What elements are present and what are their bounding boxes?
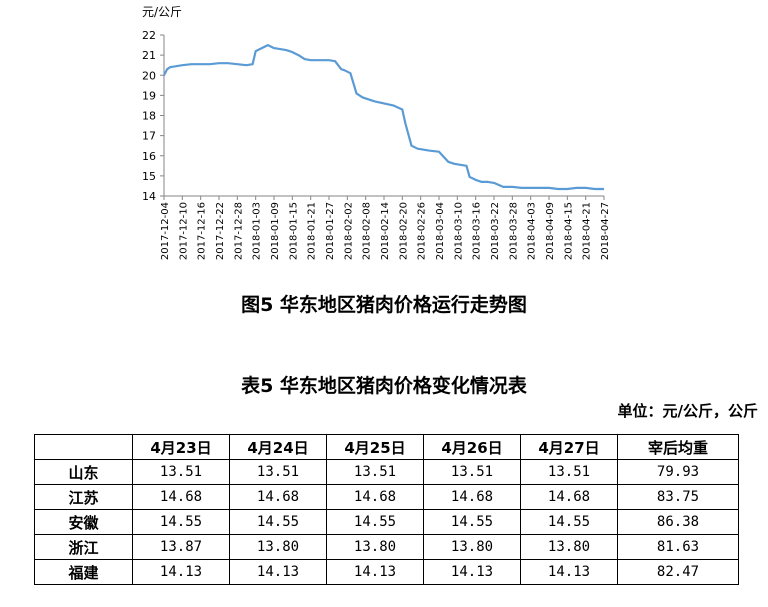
weight-cell: 83.75 [617, 484, 739, 510]
figure-caption: 图5 华东地区猪肉价格运行走势图 [241, 294, 527, 316]
price-cell: 14.68 [229, 484, 327, 510]
price-cell: 14.13 [326, 559, 424, 585]
table-row: 福建 14.13 14.13 14.13 14.13 14.13 82.47 [34, 559, 739, 585]
unit-note: 单位：元/公斤，公斤 [617, 402, 758, 420]
price-cell: 14.13 [229, 559, 327, 585]
y-tick-label: 20 [142, 69, 156, 82]
price-cell: 14.13 [132, 559, 230, 585]
price-cell: 14.55 [520, 509, 618, 535]
x-tick-label: 2018-03-10 [453, 202, 464, 260]
price-cell: 14.68 [326, 484, 424, 510]
x-tick-label: 2018-02-14 [380, 202, 391, 260]
y-tick-label: 19 [142, 89, 156, 102]
price-cell: 13.51 [326, 459, 424, 485]
x-tick-label: 2017-12-10 [178, 202, 189, 260]
x-tick-label: 2017-12-16 [197, 202, 208, 260]
x-tick-label: 2018-04-03 [527, 202, 538, 260]
table-row: 山东 13.51 13.51 13.51 13.51 13.51 79.93 [34, 459, 739, 485]
x-tick-label: 2017-12-22 [215, 202, 226, 260]
x-tick-label: 2018-01-09 [270, 202, 281, 260]
y-tick-label: 17 [142, 130, 156, 143]
table-header-row: 4月23日 4月24日 4月25日 4月26日 4月27日 宰后均重 [34, 434, 739, 460]
province-cell: 山东 [34, 459, 133, 485]
price-cell: 13.51 [229, 459, 327, 485]
header-avg-weight: 宰后均重 [617, 434, 739, 460]
province-cell: 江苏 [34, 484, 133, 510]
table-row: 江苏 14.68 14.68 14.68 14.68 14.68 83.75 [34, 484, 739, 510]
x-tick-label: 2018-01-15 [288, 202, 299, 260]
y-tick-label: 18 [142, 110, 156, 123]
header-blank [34, 434, 133, 460]
x-tick-label: 2018-01-21 [307, 202, 318, 260]
y-tick-label: 15 [142, 170, 156, 183]
x-tick-label: 2018-03-16 [472, 202, 483, 260]
price-cell: 14.68 [132, 484, 230, 510]
price-cell: 13.80 [423, 534, 521, 560]
price-cell: 14.55 [423, 509, 521, 535]
x-tick-label: 2018-01-03 [252, 202, 263, 260]
x-tick-label: 2018-01-27 [325, 202, 336, 260]
x-tick-label: 2018-03-22 [490, 202, 501, 260]
price-cell: 14.68 [520, 484, 618, 510]
table-row: 浙江 13.87 13.80 13.80 13.80 13.80 81.63 [34, 534, 739, 560]
table-caption: 表5 华东地区猪肉价格变化情况表 [241, 375, 527, 397]
price-cell: 13.87 [132, 534, 230, 560]
province-cell: 浙江 [34, 534, 133, 560]
weight-cell: 82.47 [617, 559, 739, 585]
y-tick-label: 14 [142, 190, 156, 203]
price-cell: 14.68 [423, 484, 521, 510]
price-cell: 13.80 [520, 534, 618, 560]
x-tick-label: 2018-04-15 [563, 202, 574, 260]
header-apr23: 4月23日 [132, 434, 230, 460]
table-row: 安徽 14.55 14.55 14.55 14.55 14.55 86.38 [34, 509, 739, 535]
y-tick-label: 16 [142, 150, 156, 163]
price-cell: 13.51 [520, 459, 618, 485]
price-cell: 13.80 [229, 534, 327, 560]
header-apr25: 4月25日 [326, 434, 424, 460]
x-tick-label: 2018-02-02 [343, 202, 354, 260]
price-cell: 13.80 [326, 534, 424, 560]
weight-cell: 86.38 [617, 509, 739, 535]
province-cell: 福建 [34, 559, 133, 585]
header-apr26: 4月26日 [423, 434, 521, 460]
price-series-line [163, 43, 604, 191]
weight-cell: 81.63 [617, 534, 739, 560]
x-tick-label: 2018-02-26 [417, 202, 428, 260]
y-tick-label: 22 [142, 29, 156, 42]
price-table: 4月23日 4月24日 4月25日 4月26日 4月27日 宰后均重 山东 13… [34, 434, 739, 585]
price-cell: 13.51 [423, 459, 521, 485]
price-cell: 13.51 [132, 459, 230, 485]
y-tick-label: 21 [142, 49, 156, 62]
x-tick-label: 2017-12-28 [233, 202, 244, 260]
header-apr24: 4月24日 [229, 434, 327, 460]
x-tick-label: 2018-04-21 [582, 202, 593, 260]
x-tick-label: 2018-02-20 [398, 202, 409, 260]
x-tick-label: 2018-04-27 [600, 202, 611, 260]
price-cell: 14.13 [520, 559, 618, 585]
price-cell: 14.55 [229, 509, 327, 535]
y-axis-label: 元/公斤 [142, 5, 182, 19]
x-tick-label: 2017-12-04 [160, 202, 171, 260]
x-tick-label: 2018-03-04 [435, 202, 446, 260]
price-cell: 14.13 [423, 559, 521, 585]
weight-cell: 79.93 [617, 459, 739, 485]
province-cell: 安徽 [34, 509, 133, 535]
x-tick-label: 2018-04-09 [545, 202, 556, 260]
price-cell: 14.55 [132, 509, 230, 535]
price-line-chart: 14 15 16 17 18 19 20 21 22 元/公斤 2017-12-04 2017-12-… [142, 5, 611, 260]
x-tick-label: 2018-02-08 [362, 202, 373, 260]
price-cell: 14.55 [326, 509, 424, 535]
header-apr27: 4月27日 [520, 434, 618, 460]
x-tick-label: 2018-03-28 [508, 202, 519, 260]
